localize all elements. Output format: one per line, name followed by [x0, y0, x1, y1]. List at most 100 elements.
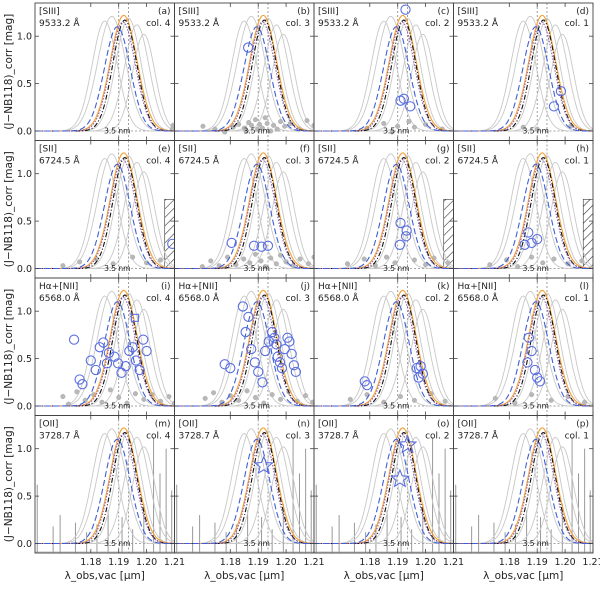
filter-curve [453, 19, 593, 132]
filter-curve [35, 438, 175, 545]
circle-marker [138, 334, 149, 345]
filter-curve [35, 158, 175, 270]
gray-point [411, 397, 417, 403]
filter-curve [35, 26, 175, 132]
filter-curve [174, 26, 314, 132]
circle-marker [240, 326, 251, 338]
panel-o: [OII]3728.7 Å (o) col. 2 3.5 nm1.18 1.19 1.20… [313, 415, 464, 568]
filter-curve [174, 289, 314, 407]
filter-curve [35, 433, 175, 545]
x-tick-label: 1.21 [303, 557, 324, 568]
filter-curve [314, 158, 454, 270]
y-tick-label: 0.5 [17, 354, 32, 365]
gray-point [303, 393, 309, 399]
gray-point [264, 120, 270, 126]
wavelength-label: 9533.2 Å [179, 17, 220, 29]
panel-letter: (a) [158, 7, 171, 17]
filter-curve [314, 14, 454, 132]
gray-filter-curve [453, 15, 593, 132]
panel-plot-area [35, 3, 175, 141]
gray-point [297, 256, 303, 262]
gray-point [411, 124, 417, 130]
line-name-label: [SII] [458, 145, 476, 155]
x-tick-label: 1.20 [276, 557, 297, 568]
panel-plot-area [174, 140, 314, 278]
gray-filter-curve [35, 17, 175, 132]
circle-marker [263, 336, 274, 347]
x-tick-label: 1.19 [387, 557, 408, 568]
x-axis-title: λ_obs,vac [μm] [344, 570, 424, 582]
panel-plot-area [174, 3, 314, 141]
panel-letter: (p) [576, 420, 589, 430]
circle-marker [361, 380, 373, 391]
bandwidth-label: 3.5 nm [523, 402, 549, 411]
circle-marker [243, 42, 254, 53]
circle-marker [90, 364, 101, 376]
x-tick-label: 1.20 [415, 557, 436, 568]
gray-point [372, 263, 378, 269]
panel-letter: (m) [155, 420, 171, 430]
column-label: col. 2 [425, 157, 449, 167]
gray-point [274, 126, 280, 132]
gray-point [74, 389, 80, 395]
x-axis-title: λ_obs,vac [μm] [204, 570, 284, 582]
column-label: col. 3 [286, 157, 310, 167]
circle-marker [286, 348, 297, 360]
wavelength-label: 3728.7 Å [318, 430, 359, 442]
filter-curve [174, 163, 314, 270]
gray-point [551, 256, 557, 262]
filter-curve [314, 438, 454, 545]
gray-point [411, 257, 417, 263]
circle-marker [243, 311, 254, 323]
circle-marker [548, 101, 560, 112]
gray-point [202, 395, 208, 401]
circle-marker [68, 334, 80, 345]
circle-marker [77, 379, 88, 390]
circle-marker [288, 360, 300, 371]
filter-curve [35, 19, 175, 132]
y-axis-title: (J−NB118)_corr [mag] [3, 289, 15, 405]
gray-point [492, 395, 498, 401]
wavelength-label: 6724.5 Å [458, 155, 499, 167]
wavelength-label: 6724.5 Å [318, 155, 359, 167]
gray-filter-curve [314, 15, 454, 132]
bandwidth-label: 3.5 nm [523, 539, 549, 548]
filter-curve [314, 163, 454, 270]
circle-marker [519, 239, 530, 250]
circle-marker [256, 241, 267, 252]
x-tick-label: 1.21 [582, 557, 600, 568]
filter-curve [35, 163, 175, 270]
wavelength-label: 9533.2 Å [39, 17, 80, 29]
circle-marker [98, 337, 109, 348]
gray-point [211, 390, 217, 396]
circle-marker [272, 351, 283, 362]
circle-marker [124, 345, 135, 357]
wavelength-label: 3728.7 Å [179, 430, 220, 442]
circle-marker [400, 231, 412, 242]
panel-letter: (b) [297, 7, 310, 17]
x-axis-title: λ_obs,vac [μm] [483, 570, 563, 582]
bandwidth-label: 3.5 nm [244, 127, 270, 136]
circle-marker [526, 345, 537, 357]
gray-point [252, 394, 258, 400]
filter-curve [453, 21, 593, 132]
filter-curve [453, 157, 593, 270]
gray-point [304, 118, 310, 124]
circle-marker [134, 364, 145, 376]
circle-marker [526, 237, 537, 249]
x-tick-label: 1.20 [555, 557, 576, 568]
x-tick-label: 1.19 [108, 557, 129, 568]
bandwidth-label: 3.5 nm [104, 402, 130, 411]
filter-curve [453, 289, 593, 407]
circle-marker [120, 361, 131, 372]
y-tick-label: 0.0 [17, 402, 32, 413]
y-tick-label: 0.0 [17, 264, 32, 275]
gray-point [158, 257, 164, 263]
star-marker [253, 455, 274, 475]
circle-marker [257, 377, 268, 388]
gray-point [392, 260, 398, 266]
gray-point [487, 262, 493, 268]
gray-point [445, 260, 451, 266]
wavelength-label: 6568.0 Å [179, 292, 220, 304]
y-tick-label: 1.0 [17, 32, 32, 43]
